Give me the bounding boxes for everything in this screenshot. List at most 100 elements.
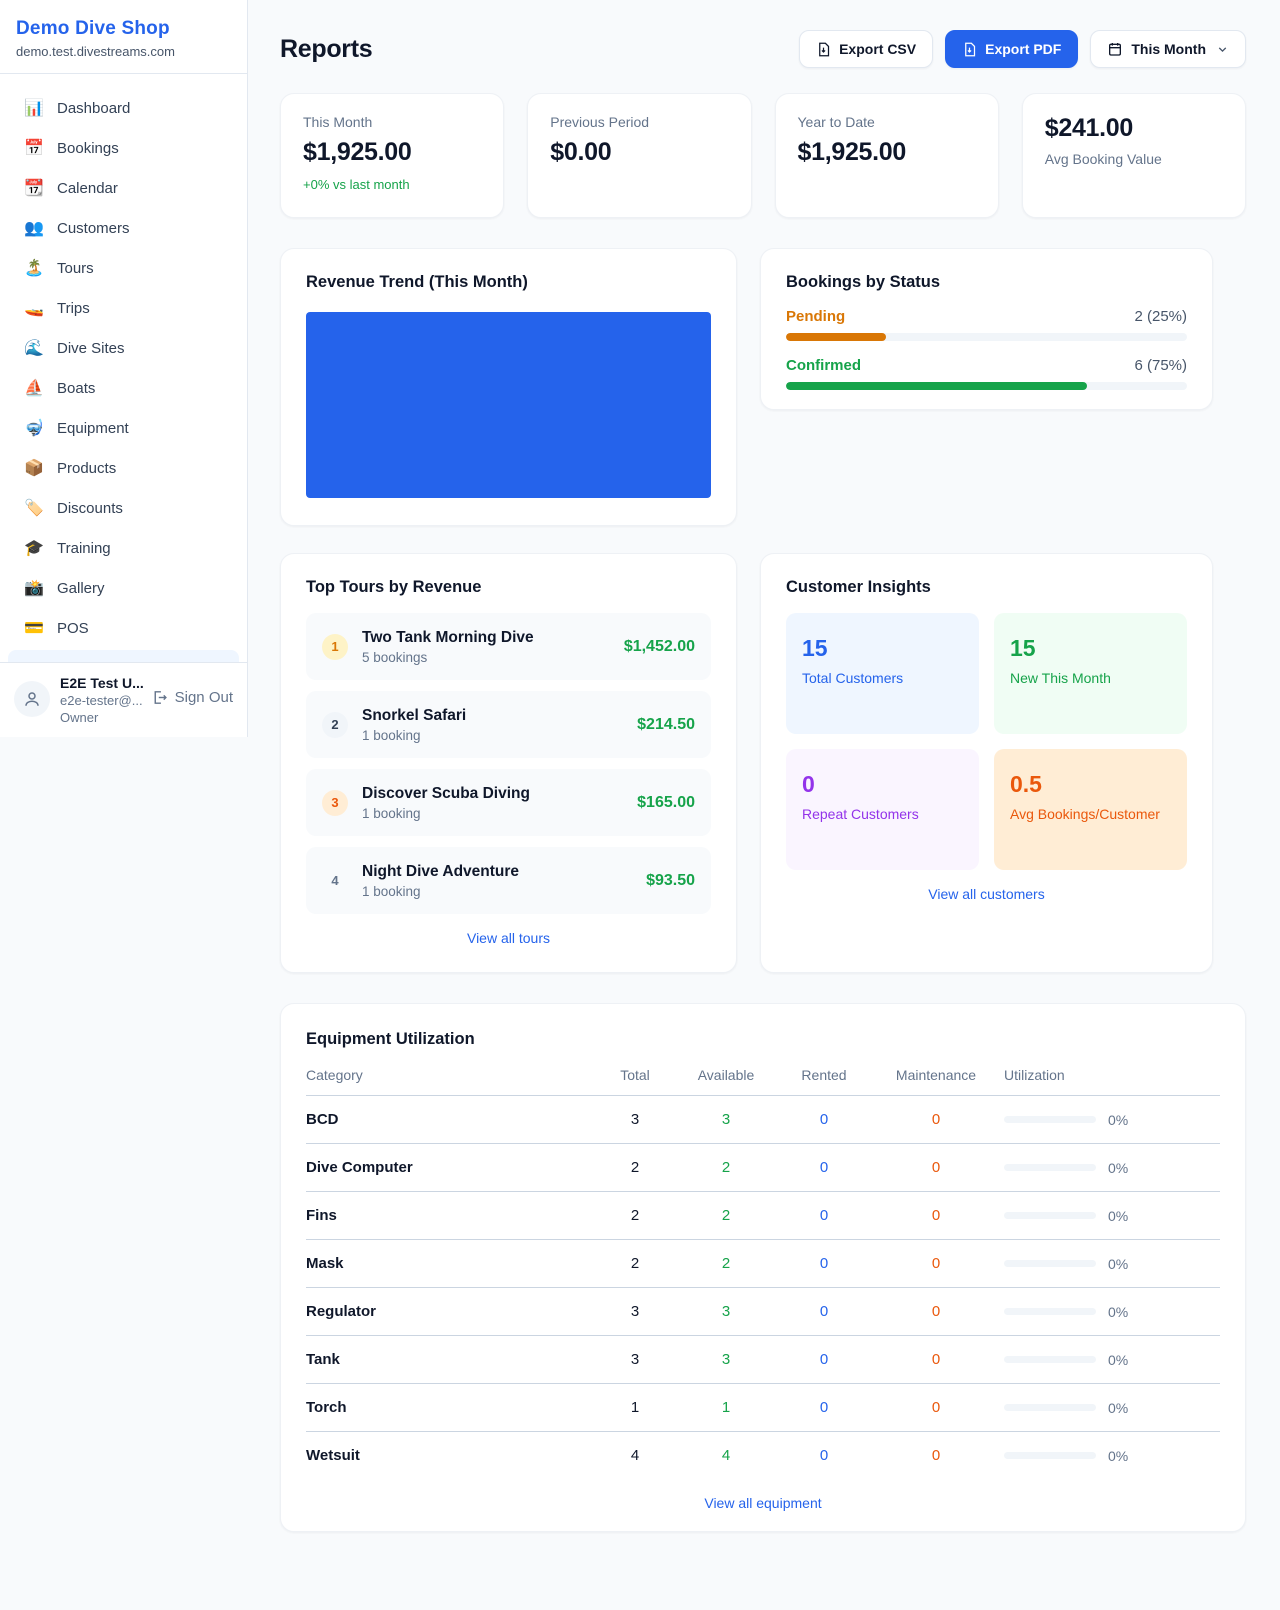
tour-revenue: $93.50	[646, 871, 695, 889]
charts-row: Revenue Trend (This Month) Bookings by S…	[280, 248, 1246, 526]
tour-list-item[interactable]: 1 Two Tank Morning Dive 5 bookings $1,45…	[306, 613, 711, 680]
cell-maintenance: 0	[931, 1399, 941, 1416]
sidebar-item-products[interactable]: 📦 Products	[8, 448, 239, 488]
tour-bookings: 5 bookings	[362, 649, 428, 665]
tour-name: Night Dive Adventure	[362, 862, 520, 880]
sign-out-button[interactable]: Sign Out	[151, 689, 233, 706]
sidebar-item-equipment[interactable]: 🤿 Equipment	[8, 408, 239, 448]
cell-utilization: 0%	[1108, 1207, 1129, 1224]
tour-list-item[interactable]: 3 Discover Scuba Diving 1 booking $165.0…	[306, 769, 711, 836]
table-row: Fins 2 2 0 0 0%	[306, 1192, 1220, 1240]
active-nav-item-partial[interactable]	[8, 650, 239, 662]
bookings-by-status-card: Bookings by Status Pending 2 (25%) Confi…	[760, 248, 1213, 410]
period-label: This Month	[1131, 41, 1206, 57]
cell-category: Fins	[306, 1207, 337, 1224]
sidebar-item-label: Products	[57, 459, 117, 477]
tour-bookings: 1 booking	[362, 805, 421, 821]
sidebar-item-label: Dive Sites	[57, 339, 125, 357]
sidebar-item-training[interactable]: 🎓 Training	[8, 528, 239, 568]
sidebar-item-pos[interactable]: 💳 POS	[8, 608, 239, 648]
table-header-row: Category Total Available Rented Maintena…	[306, 1067, 1220, 1096]
stat-card-avg-booking-value: $241.00 Avg Booking Value	[1021, 93, 1246, 218]
stat-value: $241.00	[1044, 114, 1134, 142]
sidebar-item-dive-sites[interactable]: 🌊 Dive Sites	[8, 328, 239, 368]
tour-list-item[interactable]: 4 Night Dive Adventure 1 booking $93.50	[306, 847, 711, 914]
cell-utilization: 0%	[1108, 1303, 1129, 1320]
tour-revenue: $165.00	[637, 793, 695, 811]
sidebar-item-label: Calendar	[57, 179, 118, 197]
sidebar-item-label: Equipment	[57, 419, 129, 437]
sidebar-item-tours[interactable]: 🏝️ Tours	[8, 248, 239, 288]
boats-icon: ⛵	[24, 380, 44, 397]
tour-list-item[interactable]: 2 Snorkel Safari 1 booking $214.50	[306, 691, 711, 758]
dive-sites-icon: 🌊	[24, 340, 44, 357]
sidebar-item-calendar[interactable]: 📆 Calendar	[8, 168, 239, 208]
tour-name: Snorkel Safari	[362, 706, 467, 724]
stat-label: This Month	[303, 114, 373, 130]
export-csv-button[interactable]: Export CSV	[799, 30, 934, 68]
view-all-tours-link[interactable]: View all tours	[466, 930, 550, 946]
cell-maintenance: 0	[931, 1159, 941, 1176]
insight-value: 0.5	[1010, 771, 1042, 797]
pos-icon: 💳	[24, 620, 44, 637]
period-selector[interactable]: This Month	[1090, 30, 1246, 68]
cell-total: 3	[630, 1351, 640, 1368]
cell-available: 2	[721, 1255, 731, 1272]
revenue-trend-card: Revenue Trend (This Month)	[280, 248, 737, 526]
view-all-customers-link[interactable]: View all customers	[928, 886, 1045, 902]
table-row: Mask 2 2 0 0 0%	[306, 1240, 1220, 1288]
trips-icon: 🚤	[24, 300, 44, 317]
cell-total: 2	[630, 1159, 640, 1176]
sidebar-item-label: Dashboard	[57, 99, 131, 117]
cell-available: 2	[721, 1207, 731, 1224]
cell-utilization: 0%	[1108, 1447, 1129, 1464]
cell-maintenance: 0	[931, 1447, 941, 1464]
bookings-by-status-title: Bookings by Status	[786, 273, 941, 291]
cell-maintenance: 0	[931, 1207, 941, 1224]
export-pdf-label: Export PDF	[985, 41, 1062, 57]
cell-available: 1	[721, 1399, 731, 1416]
revenue-trend-title: Revenue Trend (This Month)	[306, 273, 528, 291]
stat-cards: This Month $1,925.00 +0% vs last month P…	[280, 93, 1246, 218]
sidebar-item-trips[interactable]: 🚤 Trips	[8, 288, 239, 328]
progress-fill-confirmed	[786, 382, 1087, 390]
insight-value: 0	[802, 771, 815, 797]
equipment-icon: 🤿	[24, 420, 44, 437]
col-header-maintenance: Maintenance	[895, 1067, 977, 1083]
cell-category: Regulator	[306, 1303, 377, 1320]
stat-value: $1,925.00	[797, 138, 907, 166]
col-header-available: Available	[697, 1067, 755, 1083]
customers-icon: 👥	[24, 220, 44, 237]
main-content: Reports Export CSV Export PDF This Month…	[248, 0, 1280, 1532]
avatar	[14, 681, 50, 717]
export-pdf-button[interactable]: Export PDF	[945, 30, 1079, 68]
cell-category: Torch	[306, 1399, 347, 1416]
sidebar-item-bookings[interactable]: 📅 Bookings	[8, 128, 239, 168]
user-name: E2E Test U...	[60, 675, 144, 691]
status-count: 6 (75%)	[1134, 357, 1187, 374]
sidebar-item-discounts[interactable]: 🏷️ Discounts	[8, 488, 239, 528]
utilization-bar	[1004, 1260, 1096, 1267]
status-row-confirmed: Confirmed 6 (75%)	[786, 357, 1187, 390]
cell-category: Mask	[306, 1255, 344, 1272]
sidebar-item-gallery[interactable]: 📸 Gallery	[8, 568, 239, 608]
sidebar-item-customers[interactable]: 👥 Customers	[8, 208, 239, 248]
products-icon: 📦	[24, 460, 44, 477]
bookings-icon: 📅	[24, 140, 44, 157]
file-download-icon	[965, 42, 976, 56]
discounts-icon: 🏷️	[24, 500, 44, 517]
utilization-bar	[1004, 1356, 1096, 1363]
cell-maintenance: 0	[931, 1255, 941, 1272]
sidebar-item-dashboard[interactable]: 📊 Dashboard	[8, 88, 239, 128]
user-meta: E2E Test U... e2e-tester@... Owner	[60, 675, 144, 725]
shop-name: Demo Dive Shop	[16, 18, 170, 39]
insight-label: New This Month	[1010, 670, 1111, 686]
cell-available: 4	[721, 1447, 731, 1464]
cell-available: 2	[721, 1159, 731, 1176]
view-all-equipment-link[interactable]: View all equipment	[704, 1495, 822, 1511]
sidebar-item-label: Boats	[57, 379, 96, 397]
sidebar-item-boats[interactable]: ⛵ Boats	[8, 368, 239, 408]
cell-maintenance: 0	[931, 1303, 941, 1320]
equipment-table: Category Total Available Rented Maintena…	[306, 1067, 1220, 1479]
cell-total: 3	[630, 1111, 640, 1128]
